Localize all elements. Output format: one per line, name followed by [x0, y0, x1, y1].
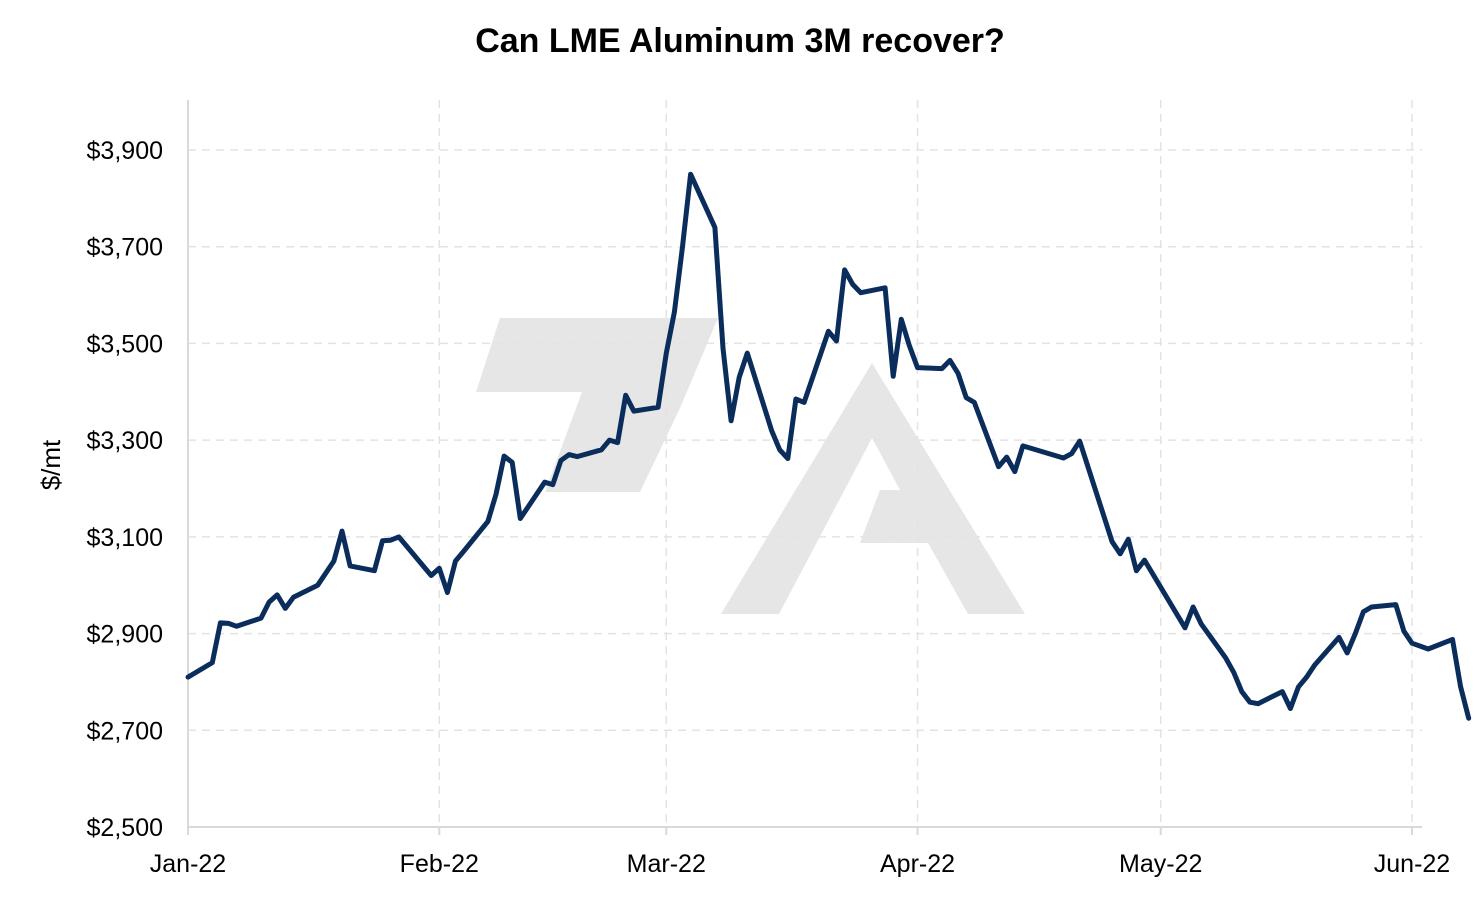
series-layer [185, 171, 1472, 721]
y-axis-label: $/mt [36, 439, 66, 490]
y-tick-label: $3,900 [87, 137, 163, 165]
series-line [185, 171, 1472, 721]
chart-title: Can LME Aluminum 3M recover? [475, 22, 1005, 60]
y-tick-label: $2,900 [87, 621, 163, 649]
watermark-a-shape [721, 363, 1025, 614]
y-tick-label: $2,700 [87, 717, 163, 745]
y-tick-label: $3,300 [87, 427, 163, 455]
x-tick-label: Mar-22 [627, 850, 706, 878]
x-tick-label: Apr-22 [880, 850, 955, 878]
y-tick-label: $3,100 [87, 524, 163, 552]
x-tick-label: Jan-22 [150, 850, 226, 878]
x-tick-label: Feb-22 [400, 850, 479, 878]
y-tick-label: $3,700 [87, 234, 163, 262]
gridlines [187, 100, 1422, 827]
y-tick-label: $3,500 [87, 330, 163, 358]
watermark-logo [476, 318, 1025, 614]
x-tick-label: Jun-22 [1374, 850, 1450, 878]
y-tick-label: $2,500 [87, 814, 163, 842]
tick-labels: $2,500 $2,700 $2,900 $3,100 $3,300 $3,500 $3,7… [87, 137, 1451, 878]
x-tick-label: May-22 [1119, 850, 1202, 878]
watermark-seven-shape [476, 318, 718, 492]
axes [187, 100, 1422, 835]
